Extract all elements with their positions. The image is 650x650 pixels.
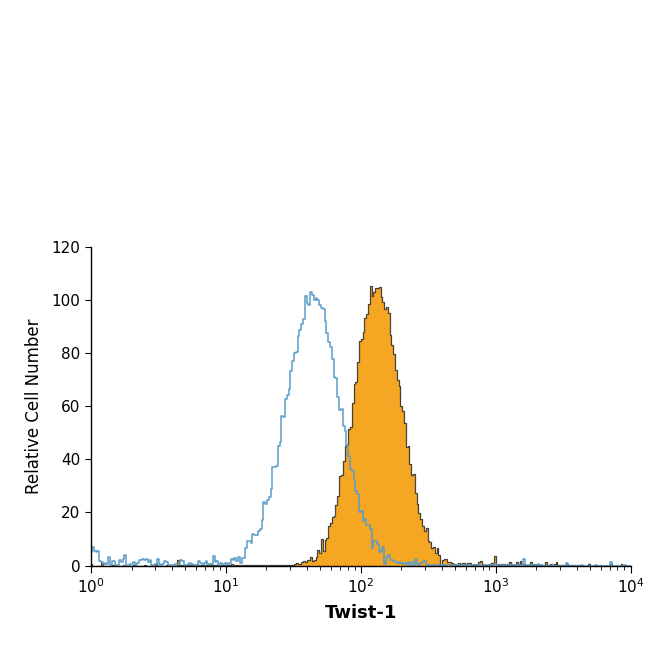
Y-axis label: Relative Cell Number: Relative Cell Number bbox=[25, 318, 44, 494]
X-axis label: Twist-1: Twist-1 bbox=[324, 604, 397, 622]
